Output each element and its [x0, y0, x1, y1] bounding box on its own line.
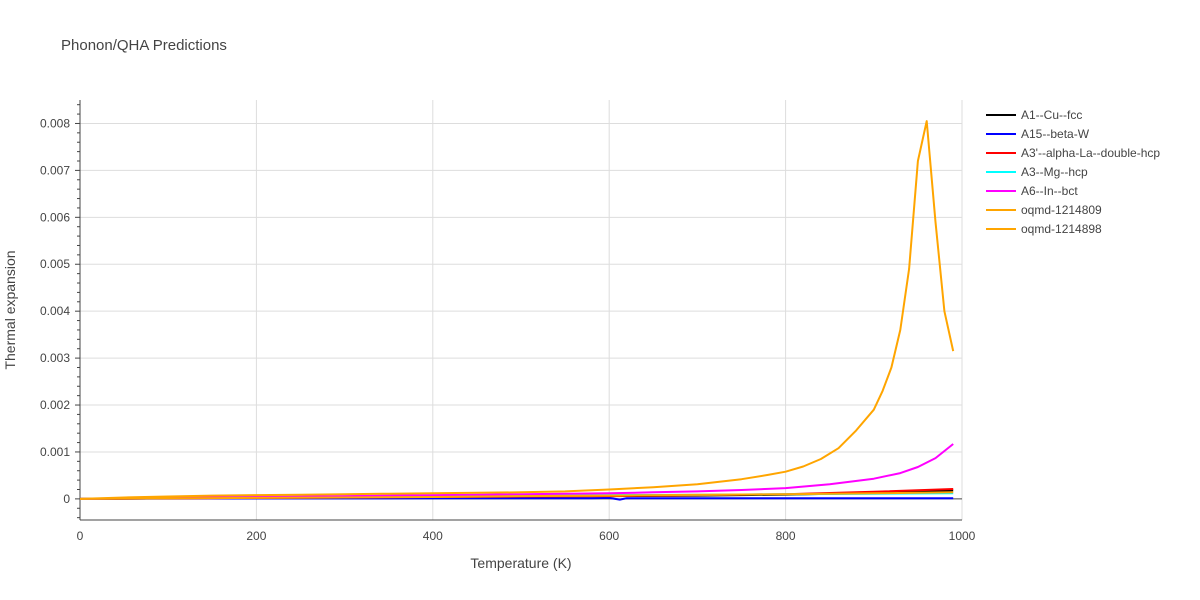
- y-tick-label: 0: [63, 492, 70, 506]
- axes: [75, 100, 962, 521]
- y-tick-label: 0.004: [40, 304, 70, 318]
- x-axis-ticks: 0 200 400 600 800 1000: [77, 529, 976, 543]
- legend-item[interactable]: A15--beta-W: [986, 127, 1090, 141]
- series-line-oqmd-1214898[interactable]: [79, 120, 955, 500]
- y-axis-title: Thermal expansion: [2, 250, 18, 369]
- x-tick-label: 600: [599, 529, 619, 543]
- chart-title: Phonon/QHA Predictions: [61, 37, 227, 54]
- legend-label: A3'--alpha-La--double-hcp: [1021, 146, 1160, 160]
- x-tick-label: 400: [423, 529, 443, 543]
- series-line-oqmd-1214809[interactable]: [79, 491, 954, 500]
- x-axis-title: Temperature (K): [470, 555, 571, 571]
- legend-item[interactable]: A6--In--bct: [986, 184, 1078, 198]
- series-line-A6--In--bct[interactable]: [79, 443, 954, 500]
- y-tick-label: 0.005: [40, 257, 70, 271]
- legend-label: oqmd-1214809: [1021, 203, 1102, 217]
- y-axis-ticks: 0 0.001 0.002 0.003 0.004 0.005 0.006 0.007 0.00…: [40, 116, 70, 505]
- legend-item[interactable]: A3'--alpha-La--double-hcp: [986, 146, 1160, 160]
- y-tick-label: 0.008: [40, 116, 70, 130]
- legend-item[interactable]: oqmd-1214809: [986, 203, 1102, 217]
- x-tick-label: 800: [776, 529, 796, 543]
- legend-label: A1--Cu--fcc: [1021, 108, 1082, 122]
- y-tick-label: 0.003: [40, 351, 70, 365]
- legend-label: oqmd-1214898: [1021, 222, 1102, 236]
- legend-label: A6--In--bct: [1021, 184, 1078, 198]
- legend-item[interactable]: oqmd-1214898: [986, 222, 1102, 236]
- y-tick-label: 0.006: [40, 210, 70, 224]
- legend[interactable]: A1--Cu--fcc A15--beta-W A3'--alpha-La--dou…: [986, 108, 1160, 236]
- y-tick-label: 0.002: [40, 398, 70, 412]
- x-tick-label: 200: [246, 529, 266, 543]
- y-tick-label: 0.007: [40, 163, 70, 177]
- legend-label: A3--Mg--hcp: [1021, 165, 1088, 179]
- legend-item[interactable]: A3--Mg--hcp: [986, 165, 1088, 179]
- plot-area[interactable]: [79, 120, 955, 501]
- gridlines: [80, 100, 963, 520]
- x-tick-label: 1000: [949, 529, 976, 543]
- legend-label: A15--beta-W: [1021, 127, 1090, 141]
- x-tick-label: 0: [77, 529, 84, 543]
- y-tick-label: 0.001: [40, 445, 70, 459]
- legend-item[interactable]: A1--Cu--fcc: [986, 108, 1082, 122]
